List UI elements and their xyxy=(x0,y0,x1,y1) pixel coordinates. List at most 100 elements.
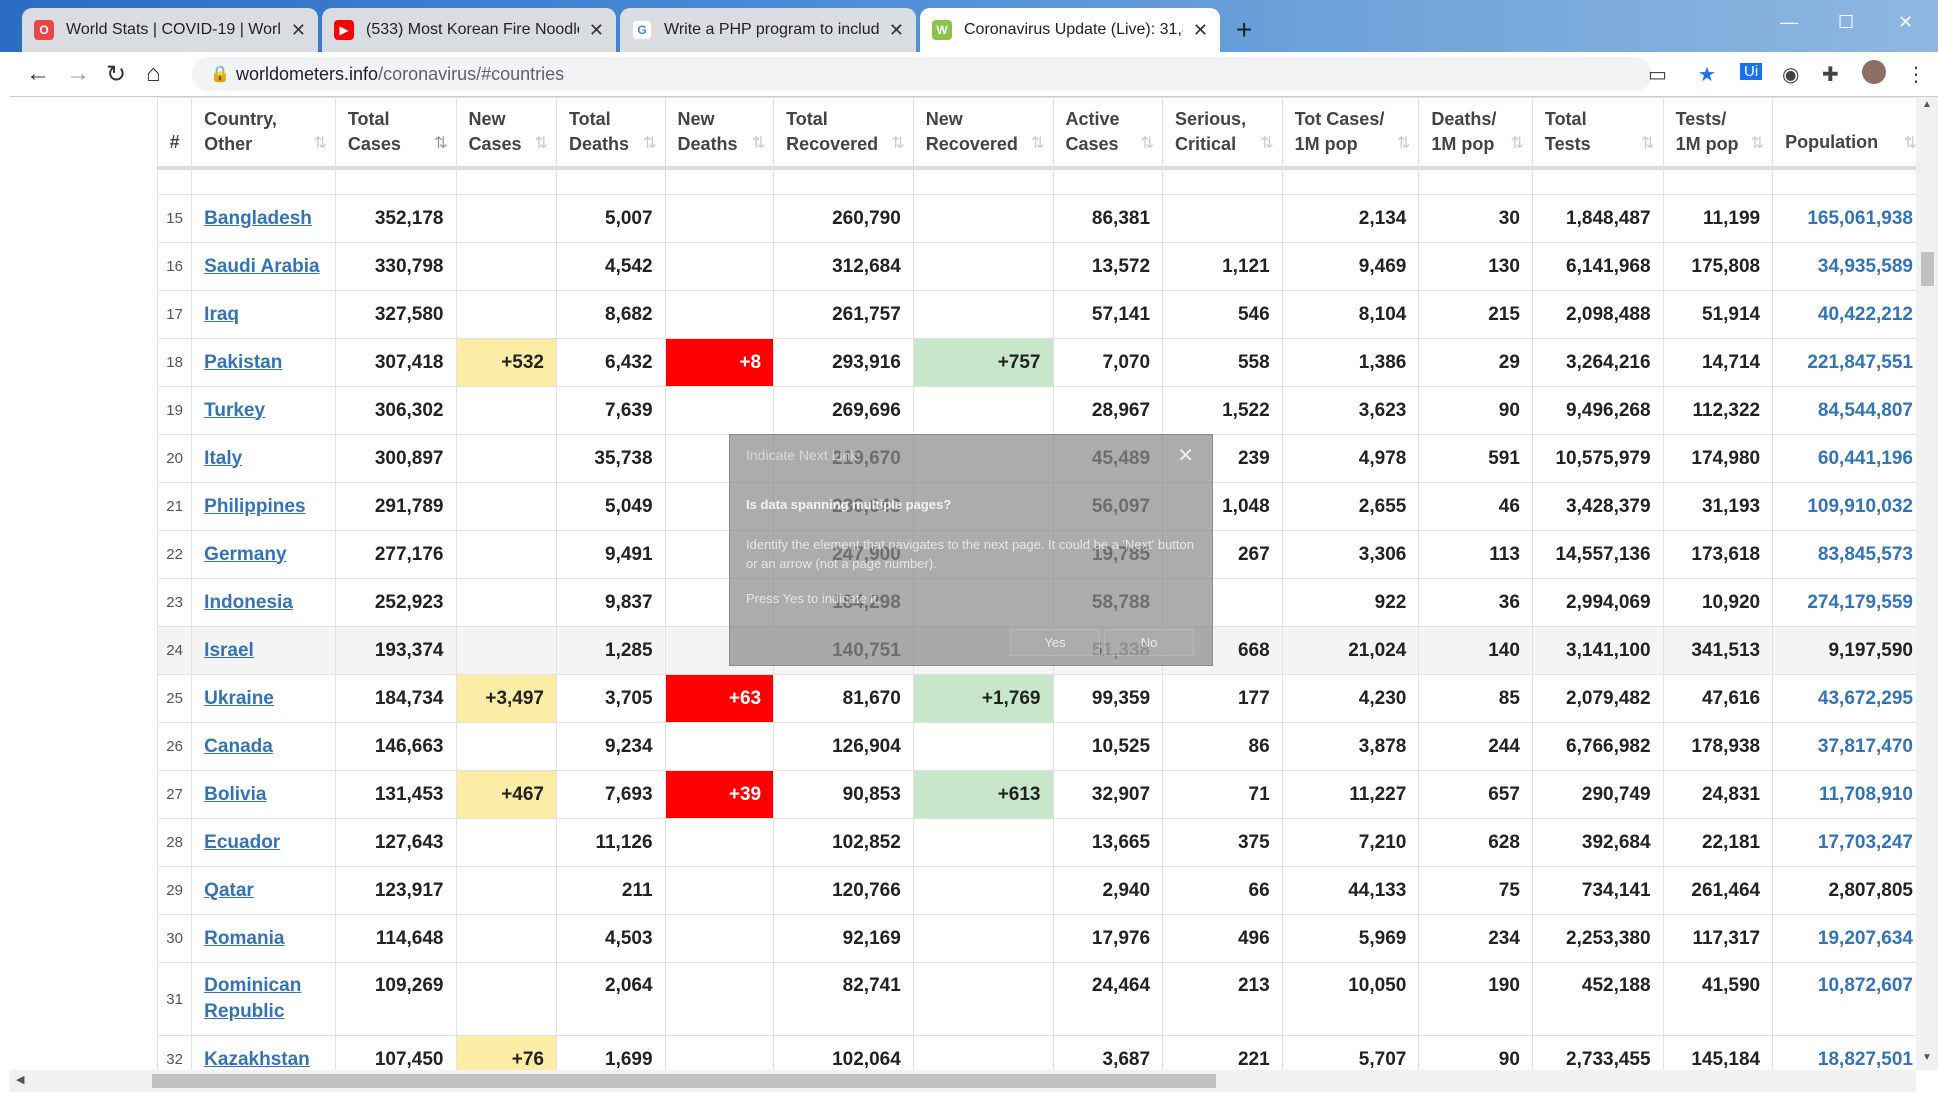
total-recovered-cell: 102,064 xyxy=(773,1035,914,1070)
bookmark-star-icon[interactable]: ★ xyxy=(1698,64,1716,86)
table-row: 32 Kazakhstan 107,450 +76 1,699 102,064 3,687 2… xyxy=(156,1035,1916,1070)
horizontal-scrollbar[interactable]: ◀ xyxy=(10,1070,1916,1092)
horizontal-scroll-thumb[interactable] xyxy=(152,1074,1216,1088)
close-tab-icon[interactable]: ✕ xyxy=(588,19,604,40)
column-header[interactable]: Deaths/1M pop ⇅ xyxy=(1418,97,1533,170)
column-header[interactable]: New Recovered ⇅ xyxy=(912,97,1054,170)
profile-avatar-icon[interactable] xyxy=(1862,60,1886,84)
extension-ui-icon[interactable]: Ui xyxy=(1740,63,1763,80)
country-link[interactable]: Ecuador xyxy=(204,831,281,853)
population-cell: 43,672,295 xyxy=(1772,674,1916,723)
sort-icon[interactable]: ⇅ xyxy=(1903,134,1916,152)
country-link[interactable]: Bolivia xyxy=(204,783,267,805)
column-header[interactable]: New Cases ⇅ xyxy=(455,97,557,170)
column-header[interactable]: # xyxy=(156,97,193,170)
extensions-puzzle-icon[interactable]: ✚ xyxy=(1822,64,1839,86)
total-cases-cell: 107,450 xyxy=(334,1035,457,1070)
country-link[interactable]: Dominican Republic xyxy=(204,975,302,1022)
country-link[interactable]: Canada xyxy=(204,735,273,757)
population-cell: 83,845,573 xyxy=(1772,530,1916,579)
dialog-yes-button[interactable]: Yes xyxy=(1010,629,1100,656)
column-header[interactable]: Population ⇅ xyxy=(1772,97,1916,170)
sort-icon[interactable]: ⇅ xyxy=(891,134,905,152)
scroll-left-icon[interactable]: ◀ xyxy=(16,1074,25,1086)
column-header[interactable]: Serious, Critical ⇅ xyxy=(1162,97,1283,170)
column-header[interactable]: Country, Other ⇅ xyxy=(191,97,336,170)
minimize-icon[interactable]: — xyxy=(1780,12,1798,32)
lock-icon[interactable]: 🔒 xyxy=(210,66,230,83)
country-link[interactable]: Saudi Arabia xyxy=(204,255,320,277)
row-rank: 28 xyxy=(156,818,193,867)
new-cases-cell: +76 xyxy=(455,1035,557,1070)
table-row: 15 Bangladesh 352,178 5,007 260,790 86,381 2,1… xyxy=(156,194,1916,243)
country-link[interactable]: Germany xyxy=(204,543,287,565)
sort-icon[interactable]: ⇅ xyxy=(643,134,657,152)
browser-tab-world-stats[interactable]: O World Stats | COVID-19 | World C ✕ xyxy=(22,8,318,52)
tests-per-m-cell: 175,808 xyxy=(1662,242,1774,291)
column-header[interactable]: Tot Cases/1M pop ⇅ xyxy=(1281,97,1420,170)
browser-tab-google[interactable]: G Write a PHP program to include ✕ xyxy=(620,8,916,52)
sort-icon[interactable]: ⇅ xyxy=(1031,134,1045,152)
scroll-up-icon[interactable]: ▲ xyxy=(1922,99,1932,110)
country-link[interactable]: Philippines xyxy=(204,495,306,517)
column-header[interactable]: Tests/1M pop ⇅ xyxy=(1662,97,1774,170)
country-link[interactable]: Israel xyxy=(204,639,254,661)
country-link[interactable]: Italy xyxy=(204,447,243,469)
maximize-icon[interactable]: ☐ xyxy=(1838,12,1855,32)
close-window-icon[interactable]: ✕ xyxy=(1898,12,1914,32)
total-recovered-cell: 312,684 xyxy=(773,242,914,291)
country-link[interactable]: Ukraine xyxy=(204,687,274,709)
cast-icon[interactable]: ▭ xyxy=(1648,64,1667,86)
scroll-down-icon[interactable]: ▼ xyxy=(1922,1052,1932,1063)
country-link[interactable]: Indonesia xyxy=(204,591,293,613)
forward-icon[interactable]: → xyxy=(66,60,90,87)
vertical-scrollbar[interactable]: ▲ ▼ xyxy=(1916,97,1938,1070)
worldometers-icon: W xyxy=(932,20,952,40)
home-icon[interactable]: ⌂ xyxy=(146,60,161,87)
column-header[interactable]: Total Deaths ⇅ xyxy=(556,97,666,170)
new-cases-cell: +532 xyxy=(455,338,557,387)
sort-icon[interactable]: ⇅ xyxy=(313,134,327,152)
cases-per-m-cell: 11,227 xyxy=(1281,770,1420,819)
column-header[interactable]: Total Cases ⇅ xyxy=(334,97,457,170)
extension-circle-icon[interactable]: ◉ xyxy=(1782,64,1800,86)
sort-icon[interactable]: ⇅ xyxy=(534,134,548,152)
new-tab-button[interactable]: + xyxy=(1236,14,1253,45)
reload-icon[interactable]: ↻ xyxy=(106,61,127,88)
sort-icon[interactable]: ⇅ xyxy=(1140,134,1155,152)
close-tab-icon[interactable]: ✕ xyxy=(888,19,904,40)
country-link[interactable]: Romania xyxy=(204,927,285,949)
sort-icon[interactable]: ⇅ xyxy=(1510,134,1524,152)
sort-icon[interactable]: ⇅ xyxy=(1396,134,1411,152)
close-tab-icon[interactable]: ✕ xyxy=(1192,19,1208,40)
sort-icon[interactable]: ⇅ xyxy=(1641,134,1655,152)
total-cases-cell: 300,897 xyxy=(334,434,457,483)
total-cases-cell: 252,923 xyxy=(334,578,457,627)
sort-icon[interactable]: ⇅ xyxy=(434,134,448,152)
back-icon[interactable]: ← xyxy=(26,60,50,87)
address-bar[interactable]: 🔒 worldometers.info/coronavirus/#countri… xyxy=(192,57,1652,91)
column-header[interactable]: Total Tests ⇅ xyxy=(1531,97,1664,170)
dialog-close-icon[interactable]: ✕ xyxy=(1177,445,1194,467)
sort-icon[interactable]: ⇅ xyxy=(1260,134,1274,152)
vertical-scroll-thumb[interactable] xyxy=(1921,252,1934,286)
sort-icon[interactable]: ⇅ xyxy=(1750,134,1765,152)
country-link[interactable]: Iraq xyxy=(204,303,240,325)
menu-kebab-icon[interactable]: ⋮ xyxy=(1906,64,1926,86)
table-row: 30 Romania 114,648 4,503 92,169 17,976 496 5,96… xyxy=(156,914,1916,963)
country-link[interactable]: Pakistan xyxy=(204,351,283,373)
column-header[interactable]: Total Recovered ⇅ xyxy=(773,97,914,170)
country-link[interactable]: Turkey xyxy=(204,399,266,421)
column-header[interactable]: Active Cases ⇅ xyxy=(1052,97,1164,170)
cases-per-m-cell: 3,623 xyxy=(1281,386,1420,435)
country-link[interactable]: Kazakhstan xyxy=(204,1048,310,1070)
sort-icon[interactable]: ⇅ xyxy=(751,134,766,152)
country-link[interactable]: Bangladesh xyxy=(204,207,312,229)
close-tab-icon[interactable]: ✕ xyxy=(290,19,306,40)
browser-tab-worldometers[interactable]: W Coronavirus Update (Live): 31,80 ✕ xyxy=(920,8,1220,52)
cases-per-m-cell: 2,134 xyxy=(1281,194,1420,243)
browser-tab-youtube[interactable]: ▶ (533) Most Korean Fire Noodles ( ✕ xyxy=(322,8,616,52)
country-link[interactable]: Qatar xyxy=(204,879,254,901)
dialog-no-button[interactable]: No xyxy=(1104,629,1194,656)
column-header[interactable]: New Deaths ⇅ xyxy=(664,97,775,170)
